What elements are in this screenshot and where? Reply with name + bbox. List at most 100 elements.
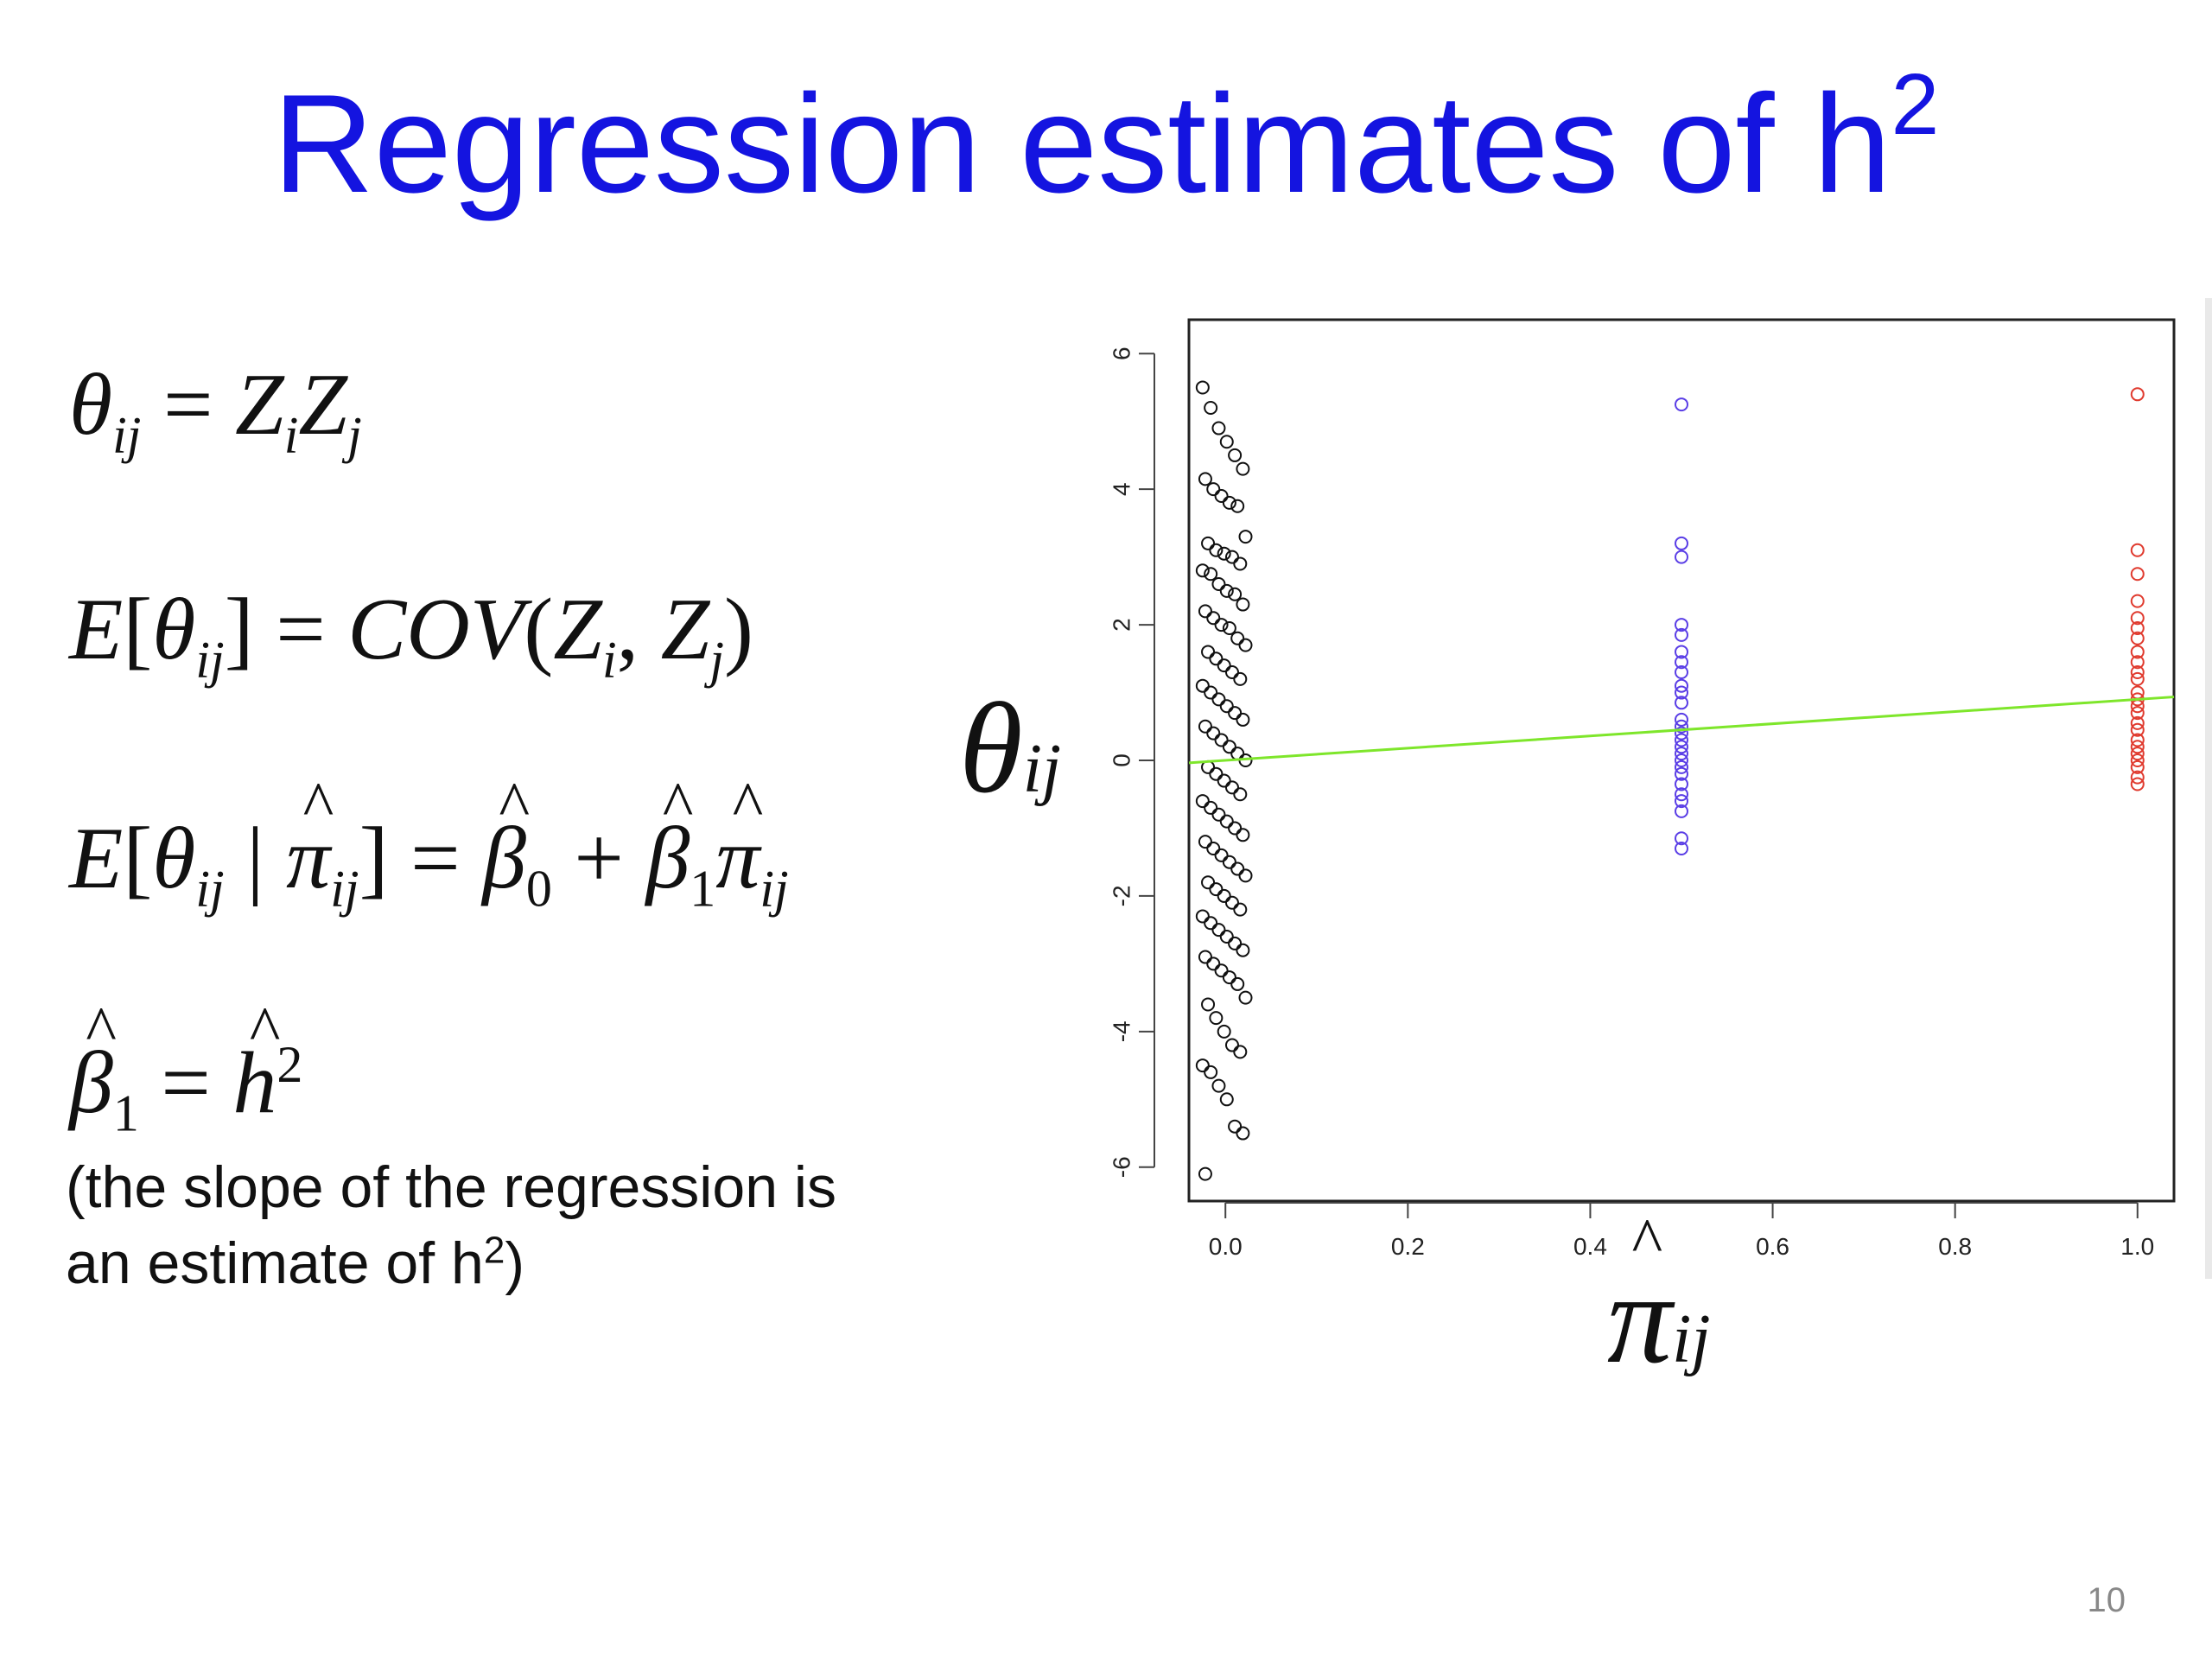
data-point	[1675, 665, 1688, 679]
data-point	[1228, 936, 1243, 950]
data-point	[1675, 696, 1688, 710]
data-point	[1675, 655, 1688, 670]
equation-conditional-expectation: E[θij | πij] = β0 + β1πij	[69, 768, 789, 918]
data-point	[1236, 943, 1250, 957]
data-point	[1222, 740, 1236, 754]
data-point	[1230, 861, 1245, 876]
data-point	[2130, 611, 2145, 626]
data-point	[1233, 671, 1248, 686]
data-point	[1675, 753, 1688, 767]
data-point	[2130, 567, 2145, 582]
data-point	[2130, 621, 2145, 635]
data-point	[1198, 604, 1212, 619]
data-point	[1211, 1078, 1226, 1093]
data-point	[1217, 658, 1231, 673]
data-point	[1238, 990, 1253, 1005]
equation-expectation-cov: E[θij] = COV(Zi, Zj)	[69, 581, 753, 689]
data-point	[1211, 577, 1226, 591]
data-point	[1675, 842, 1688, 855]
data-point	[1236, 597, 1250, 612]
data-point	[1217, 888, 1231, 903]
data-point	[1675, 794, 1688, 809]
data-point	[1206, 726, 1221, 741]
data-point	[2130, 387, 2145, 402]
data-point	[1236, 461, 1250, 476]
data-point	[1204, 685, 1218, 700]
data-point	[1224, 780, 1239, 795]
regression-line	[1188, 696, 2175, 765]
data-point	[2130, 760, 2145, 774]
data-point	[1224, 665, 1239, 679]
data-point	[1195, 794, 1210, 809]
data-point	[1675, 712, 1688, 727]
page-number: 10	[2087, 1581, 2126, 1619]
data-point	[1201, 997, 1216, 1012]
data-point	[1201, 536, 1216, 550]
data-point	[1224, 895, 1239, 910]
data-point	[1198, 1166, 1212, 1181]
data-point	[2130, 631, 2145, 645]
data-point	[2130, 777, 2145, 791]
data-point	[1675, 627, 1688, 642]
data-point	[2130, 747, 2145, 761]
data-points	[1195, 380, 2145, 1181]
data-point	[1211, 692, 1226, 707]
data-point	[1211, 923, 1226, 938]
data-point	[1238, 638, 1253, 652]
plot-frame	[1187, 318, 2176, 1203]
data-point	[2130, 722, 2145, 737]
data-point	[1233, 787, 1248, 802]
data-point	[1675, 397, 1688, 412]
data-point	[2130, 543, 2145, 557]
data-point	[1675, 766, 1688, 781]
y-axis-label: θij	[959, 677, 1062, 820]
data-point	[1217, 546, 1231, 561]
y-tick-label: 4	[1108, 482, 1135, 496]
data-point	[1236, 828, 1250, 842]
data-point	[1230, 747, 1245, 761]
data-point	[1204, 800, 1218, 815]
data-point	[1195, 563, 1210, 578]
y-tick-label: 0	[1108, 753, 1135, 767]
data-point	[1675, 645, 1688, 659]
data-point	[1222, 855, 1236, 869]
data-point	[1209, 766, 1224, 781]
data-point	[1214, 618, 1229, 632]
data-point	[1195, 380, 1210, 395]
data-point	[1198, 719, 1212, 734]
data-point	[1236, 1126, 1250, 1141]
data-point	[2130, 671, 2145, 686]
data-point	[1219, 1092, 1234, 1107]
x-tick-label: 0.4	[1573, 1233, 1607, 1260]
data-point	[1209, 882, 1224, 897]
x-tick-label: 0.8	[1938, 1233, 1972, 1260]
x-tick-label: 0.6	[1756, 1233, 1789, 1260]
data-point	[1230, 631, 1245, 645]
data-point	[2130, 645, 2145, 659]
x-tick-label: 0.2	[1391, 1233, 1425, 1260]
data-point	[2130, 665, 2145, 679]
data-point	[1219, 435, 1234, 449]
data-point	[1217, 1024, 1231, 1039]
data-point	[2130, 753, 2145, 767]
data-point	[1209, 543, 1224, 557]
x-axis-label: πij	[1607, 1205, 1711, 1393]
data-point	[1214, 733, 1229, 747]
data-point	[1198, 835, 1212, 849]
data-point	[1195, 678, 1210, 693]
data-point	[1201, 645, 1216, 659]
data-point	[1211, 807, 1226, 822]
data-point	[1675, 726, 1688, 741]
data-point	[2130, 715, 2145, 730]
data-point	[2130, 770, 2145, 785]
data-point	[1206, 842, 1221, 855]
data-point	[1233, 902, 1248, 917]
data-point	[1209, 1011, 1224, 1026]
data-point	[1206, 957, 1221, 971]
data-point	[1228, 587, 1243, 601]
y-tick-label: 6	[1108, 346, 1135, 360]
equation-theta-definition: θij = ZiZj	[69, 356, 362, 464]
slide-edge-divider	[2205, 298, 2212, 1279]
data-point	[1675, 747, 1688, 761]
x-axis: 0.0 0.2 0.4 0.6 0.8 1.0	[1209, 1202, 2154, 1260]
